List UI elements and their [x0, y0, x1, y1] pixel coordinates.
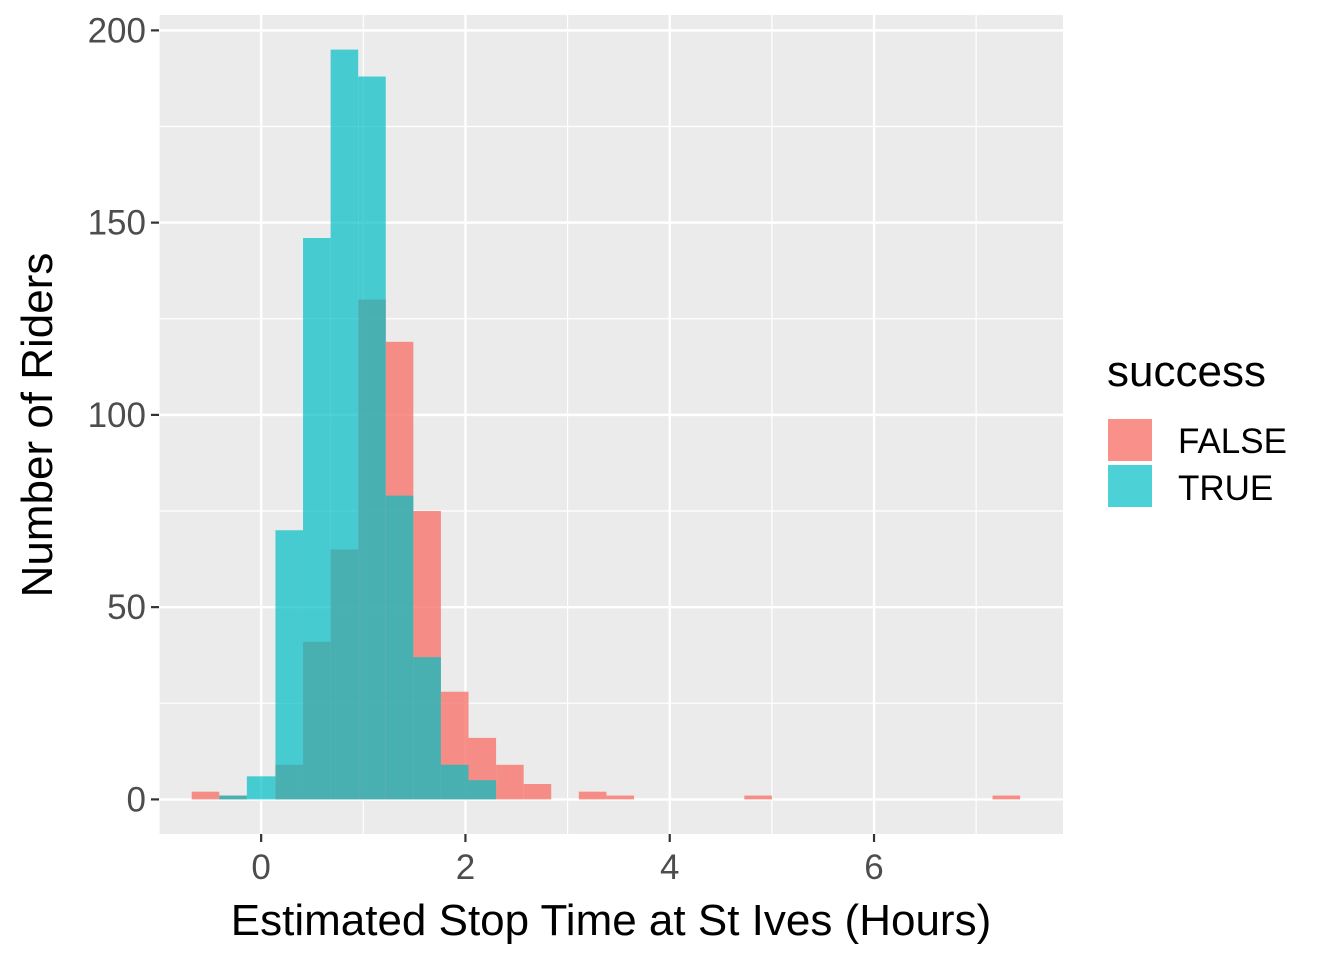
legend: success FALSE TRUE — [1106, 347, 1287, 509]
x-axis-title: Estimated Stop Time at St Ives (Hours) — [231, 896, 991, 945]
legend-key-false — [1106, 417, 1154, 463]
bar-false — [992, 795, 1021, 800]
bar-true — [219, 795, 247, 800]
legend-title: success — [1107, 347, 1266, 396]
x-axis: 0 2 4 6 — [251, 834, 884, 887]
bar-false — [606, 795, 634, 800]
y-tick-label: 100 — [88, 396, 146, 435]
x-tick-label: 0 — [251, 848, 270, 887]
y-tick-label: 0 — [127, 780, 146, 819]
y-tick-label: 50 — [107, 588, 146, 627]
bar-true — [246, 776, 276, 800]
bar-true — [358, 76, 386, 800]
bar-false — [191, 791, 220, 800]
bar-false — [578, 791, 607, 800]
x-tick-label: 6 — [864, 848, 883, 887]
y-tick-label: 150 — [88, 204, 146, 243]
x-tick-label: 4 — [660, 848, 679, 887]
bar-true — [413, 657, 441, 800]
bar-true — [468, 780, 497, 800]
y-axis-title: Number of Riders — [13, 253, 62, 598]
bar-false — [496, 764, 524, 800]
legend-label-false: FALSE — [1178, 422, 1287, 461]
bar-true — [330, 49, 359, 800]
bar-true — [385, 495, 414, 800]
bar-true — [303, 238, 331, 800]
bar-true — [440, 764, 469, 800]
legend-label-true: TRUE — [1178, 469, 1273, 508]
y-tick-label: 200 — [88, 11, 146, 50]
legend-key-true — [1106, 463, 1154, 509]
bar-true — [275, 530, 304, 800]
x-tick-label: 2 — [456, 848, 475, 887]
y-axis: 0 50 100 150 200 — [88, 11, 159, 819]
bar-false — [523, 784, 552, 800]
bars — [191, 49, 1021, 800]
bar-false — [744, 795, 772, 800]
